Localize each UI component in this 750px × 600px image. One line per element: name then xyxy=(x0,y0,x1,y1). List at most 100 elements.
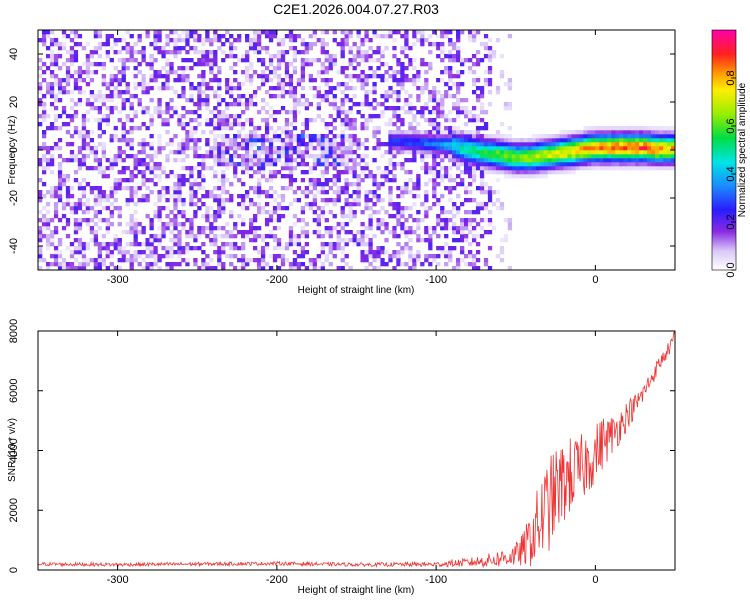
heatmap-cell xyxy=(157,162,162,167)
heatmap-cell xyxy=(97,210,102,215)
heatmap-cell xyxy=(288,38,294,43)
heatmap-cell xyxy=(555,146,560,151)
heatmap-cell xyxy=(599,146,604,151)
heatmap-cell xyxy=(276,86,282,91)
heatmap-cell xyxy=(308,258,314,263)
heatmap-cell xyxy=(440,250,445,255)
heatmap-cell xyxy=(428,90,433,95)
heatmap-cell xyxy=(444,30,449,35)
heatmap-cell xyxy=(77,90,83,95)
heatmap-cell xyxy=(45,202,51,207)
heatmap-cell xyxy=(65,186,71,191)
heatmap-cell xyxy=(503,106,509,111)
heatmap-cell xyxy=(233,142,238,147)
heatmap-cell xyxy=(268,214,274,219)
heatmap-cell xyxy=(384,34,389,39)
heatmap-cell xyxy=(121,230,126,235)
heatmap-cell xyxy=(456,130,461,135)
heatmap-cell xyxy=(121,122,126,127)
heatmap-cell xyxy=(93,230,99,235)
heatmap-cell xyxy=(360,74,365,79)
heatmap-cell xyxy=(149,118,154,123)
heatmap-cell xyxy=(487,198,493,203)
heatmap-cell xyxy=(479,226,485,231)
heatmap-cell xyxy=(49,86,55,91)
heatmap-cell xyxy=(579,158,584,163)
heatmap-cell xyxy=(205,214,210,219)
heatmap-cell xyxy=(201,50,206,55)
heatmap-cell xyxy=(260,98,266,103)
heatmap-cell xyxy=(316,146,321,151)
heatmap-cell xyxy=(376,186,381,191)
heatmap-cell xyxy=(145,90,150,95)
heatmap-cell xyxy=(105,218,110,223)
heatmap-cell xyxy=(647,158,652,163)
heatmap-cell xyxy=(268,230,274,235)
heatmap-cell xyxy=(205,118,210,123)
heatmap-cell xyxy=(412,254,417,259)
heatmap-cell xyxy=(197,154,202,159)
heatmap-cell xyxy=(420,150,425,155)
heatmap-cell xyxy=(583,134,588,139)
heatmap-cell xyxy=(113,90,118,95)
heatmap-cell xyxy=(153,202,158,207)
heatmap-cell xyxy=(380,230,385,235)
heatmap-cell xyxy=(89,230,95,235)
heatmap-cell xyxy=(436,98,441,103)
heatmap-cell xyxy=(436,110,441,115)
heatmap-cell xyxy=(320,206,325,211)
heatmap-cell xyxy=(85,70,91,75)
heatmap-cell xyxy=(264,30,270,35)
heatmap-cell xyxy=(45,66,51,71)
heatmap-cell xyxy=(97,262,102,267)
heatmap-cell xyxy=(352,102,357,107)
heatmap-cell xyxy=(205,166,210,171)
heatmap-cell xyxy=(416,110,421,115)
heatmap-cell xyxy=(647,134,652,139)
heatmap-cell xyxy=(483,230,489,235)
heatmap-cell xyxy=(81,258,87,263)
heatmap-cell xyxy=(268,170,274,175)
heatmap-cell xyxy=(663,130,668,135)
heatmap-cell xyxy=(201,230,206,235)
heatmap-cell xyxy=(117,258,122,263)
heatmap-cell xyxy=(81,178,87,183)
heatmap-cell xyxy=(260,246,266,251)
heatmap-cell xyxy=(145,34,150,39)
heatmap-cell xyxy=(527,142,532,147)
heatmap-cell xyxy=(57,262,63,267)
heatmap-cell xyxy=(559,150,564,155)
heatmap-cell xyxy=(647,130,652,135)
heatmap-cell xyxy=(121,254,126,259)
heatmap-cell xyxy=(599,142,604,147)
heatmap-cell xyxy=(483,258,489,263)
heatmap-cell xyxy=(348,202,353,207)
heatmap-cell xyxy=(105,254,110,259)
heatmap-cell xyxy=(312,78,317,83)
heatmap-cell xyxy=(456,86,461,91)
heatmap-cell xyxy=(49,38,55,43)
heatmap-cell xyxy=(487,82,493,87)
heatmap-cell xyxy=(65,266,71,270)
heatmap-cell xyxy=(133,218,138,223)
heatmap-cell xyxy=(237,122,242,127)
heatmap-cell xyxy=(388,94,393,99)
heatmap-cell xyxy=(444,254,449,259)
heatmap-cell xyxy=(213,146,218,151)
heatmap-cell xyxy=(177,234,182,239)
heatmap-cell xyxy=(105,198,110,203)
heatmap-cell xyxy=(567,158,572,163)
heatmap-cell xyxy=(276,238,282,243)
heatmap-cell xyxy=(332,134,337,139)
heatmap-cell xyxy=(264,126,270,131)
heatmap-cell xyxy=(384,170,389,175)
heatmap-cell xyxy=(69,106,75,111)
heatmap-cell xyxy=(65,122,71,127)
heatmap-cell xyxy=(456,70,461,75)
heatmap-cell xyxy=(324,78,329,83)
heatmap-cell xyxy=(157,178,162,183)
heatmap-cell xyxy=(599,138,604,143)
heatmap-cell xyxy=(296,138,302,143)
heatmap-cell xyxy=(113,106,118,111)
heatmap-cell xyxy=(121,134,126,139)
